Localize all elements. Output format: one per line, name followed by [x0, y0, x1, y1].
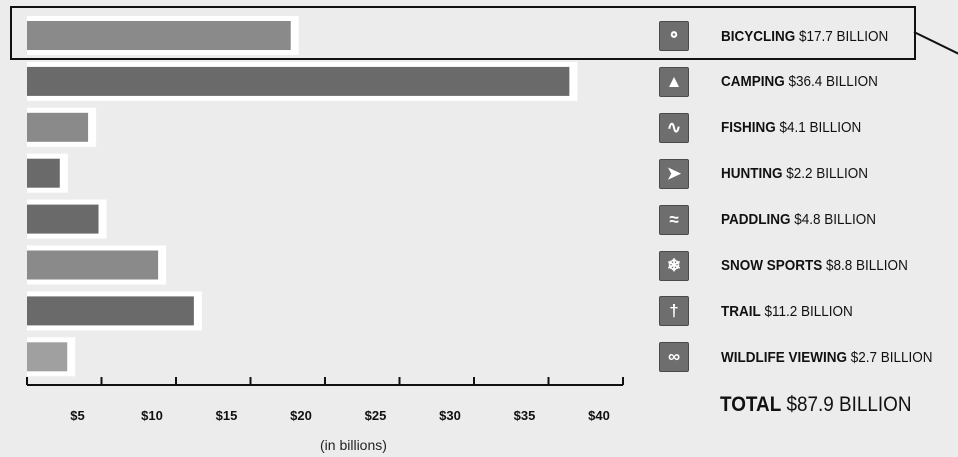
legend-text: SNOW SPORTS $8.8 BILLION	[721, 257, 908, 274]
hunting-icon: ➤	[659, 158, 689, 189]
legend-value: $17.7 BILLION	[795, 27, 889, 45]
legend-text: CAMPING $36.4 BILLION	[721, 73, 878, 90]
bar-wildlife-viewing	[27, 342, 68, 372]
legend-item-wildlife-viewing: ∞ WILDLIFE VIEWING $2.7 BILLION	[659, 342, 956, 373]
skiing-icon: ❄	[659, 250, 689, 281]
legend-item-fishing: ∿ FISHING $4.1 BILLION	[659, 112, 877, 143]
binoculars-icon: ∞	[659, 342, 689, 373]
paddling-icon: ≈	[659, 204, 689, 235]
legend-category-name: TRAIL	[721, 302, 761, 320]
fishing-icon: ∿	[659, 112, 689, 143]
bar-camping	[27, 66, 570, 96]
bar-trail	[27, 296, 194, 326]
total-row: TOTAL $87.9 BILLION	[720, 393, 912, 417]
legend-category-name: SNOW SPORTS	[721, 257, 823, 274]
legend-item-camping: ▲ CAMPING $36.4 BILLION	[659, 66, 895, 97]
total-label: TOTAL	[720, 393, 782, 416]
bar-snow-sports	[27, 250, 159, 280]
tent-icon: ▲	[659, 66, 689, 97]
legend-value: $2.7 BILLION	[847, 348, 933, 366]
legend-text: BICYCLING $17.7 BILLION	[721, 28, 888, 45]
legend-category-name: CAMPING	[721, 73, 785, 91]
legend-text: FISHING $4.1 BILLION	[721, 119, 861, 136]
x-tick-label: $15	[216, 408, 238, 423]
bicycle-icon: ⚬	[659, 21, 689, 51]
legend-text: TRAIL $11.2 BILLION	[721, 303, 853, 320]
legend-value: $4.8 BILLION	[790, 211, 877, 229]
x-tick-label: $5	[70, 408, 84, 423]
x-tick-label: $25	[365, 408, 387, 423]
legend-item-bicycling: ⚬ BICYCLING $17.7 BILLION	[659, 21, 907, 51]
bar-paddling	[27, 204, 99, 234]
bar-hunting	[27, 158, 60, 188]
legend-category-name: WILDLIFE VIEWING	[721, 348, 847, 366]
x-axis-label: (in billions)	[320, 437, 387, 453]
total-value: $87.9 BILLION	[786, 393, 912, 416]
legend-item-trail: † TRAIL $11.2 BILLION	[659, 296, 867, 327]
legend-category-name: BICYCLING	[721, 27, 796, 45]
legend-value: $36.4 BILLION	[784, 73, 878, 91]
legend-text: WILDLIFE VIEWING $2.7 BILLION	[721, 349, 933, 366]
legend-value: $11.2 BILLION	[760, 302, 853, 320]
bar-bicycling	[27, 21, 291, 50]
legend-category-name: PADDLING	[721, 211, 791, 229]
legend-category-name: FISHING	[721, 119, 776, 137]
legend-value: $8.8 BILLION	[822, 257, 908, 274]
hiker-icon: †	[659, 296, 689, 327]
legend-item-paddling: ≈ PADDLING $4.8 BILLION	[659, 204, 893, 235]
x-tick-label: $35	[514, 408, 536, 423]
legend-category-name: HUNTING	[721, 165, 783, 183]
legend-value: $4.1 BILLION	[775, 119, 862, 137]
legend-text: HUNTING $2.2 BILLION	[721, 165, 868, 182]
legend-value: $2.2 BILLION	[782, 165, 869, 183]
legend-text: PADDLING $4.8 BILLION	[721, 211, 876, 228]
x-tick-label: $10	[141, 408, 163, 423]
x-tick-label: $20	[290, 408, 312, 423]
legend-item-hunting: ➤ HUNTING $2.2 BILLION	[659, 158, 884, 189]
x-tick-label: $30	[439, 408, 461, 423]
x-tick-label: $40	[588, 408, 610, 423]
bar-fishing	[27, 112, 89, 142]
legend-item-snow-sports: ❄ SNOW SPORTS $8.8 BILLION	[659, 250, 929, 281]
